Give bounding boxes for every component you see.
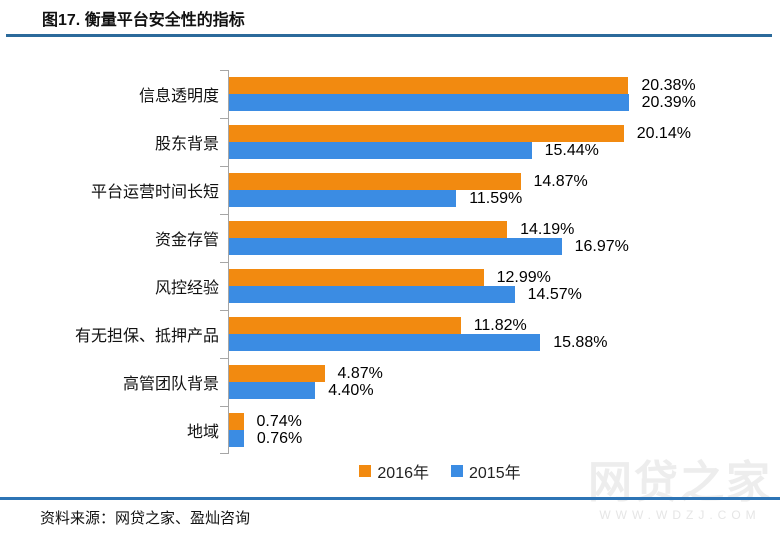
value-label-2016: 20.38% <box>641 77 696 94</box>
bar-group: 风控经验 12.99% 14.57% <box>155 262 769 310</box>
bar-line-2016: 20.38% <box>229 77 769 94</box>
value-label-2016: 20.14% <box>636 125 691 142</box>
bar-2015 <box>229 382 316 399</box>
bar-group: 资金存管 14.19% 16.97% <box>155 214 769 262</box>
value-label-2015: 0.76% <box>256 430 303 447</box>
bar-2016 <box>229 173 521 190</box>
value-label-2015: 11.59% <box>469 190 523 207</box>
bar-line-2015: 15.44% <box>229 142 769 159</box>
legend-swatch-2015-icon <box>451 465 463 477</box>
bar-line-2015: 16.97% <box>229 238 769 255</box>
bar-2015 <box>229 430 244 447</box>
value-label-2016: 14.87% <box>533 173 588 190</box>
bar-group: 平台运营时间长短 14.87% 11.59% <box>91 166 769 214</box>
value-label-2015: 15.44% <box>544 142 599 159</box>
bar-line-2015: 0.76% <box>229 430 769 447</box>
category-label: 风控经验 <box>154 280 219 297</box>
bar-line-2015: 15.88% <box>229 334 769 351</box>
legend: 2016年 2015年 <box>100 459 780 483</box>
category-label: 高管团队背景 <box>122 376 219 393</box>
bar-group: 信息透明度 20.38% 20.39% <box>139 70 769 118</box>
value-label-2016: 11.82% <box>473 317 527 334</box>
bar-2016 <box>229 413 244 430</box>
value-label-2015: 16.97% <box>574 238 629 255</box>
bar-line-2016: 14.19% <box>229 221 769 238</box>
category-label: 有无担保、抵押产品 <box>74 328 219 345</box>
bar-2016 <box>229 317 461 334</box>
bar-group: 地域 0.74% 0.76% <box>187 406 769 454</box>
value-label-2016: 14.19% <box>520 221 575 238</box>
source-note: 资料来源：网贷之家、盈灿咨询 <box>40 510 251 527</box>
value-label-2015: 20.39% <box>641 94 696 111</box>
bar-2016 <box>229 125 624 142</box>
bar-2015 <box>229 190 457 207</box>
bar-2015 <box>229 286 515 303</box>
watermark-url-text: WWW.WDZJ.COM <box>599 508 761 522</box>
value-label-2016: 0.74% <box>256 413 302 430</box>
legend-label-2016: 2016年 <box>377 465 429 482</box>
category-label: 地域 <box>186 424 219 441</box>
bar-line-2016: 4.87% <box>229 365 769 382</box>
value-label-2015: 14.57% <box>527 286 582 303</box>
bar-group: 高管团队背景 4.87% 4.40% <box>123 358 769 406</box>
category-label: 股东背景 <box>154 136 219 153</box>
bar-line-2015: 20.39% <box>229 94 769 111</box>
bar-line-2016: 12.99% <box>229 269 769 286</box>
legend-swatch-2016-icon <box>359 465 372 477</box>
bar-line-2016: 20.14% <box>229 125 769 142</box>
bar-group: 有无担保、抵押产品 11.82% 15.88% <box>75 310 769 358</box>
bar-2015 <box>229 334 541 351</box>
bar-2016 <box>229 221 508 238</box>
bar-line-2016: 11.82% <box>229 317 769 334</box>
bar-2015 <box>229 238 562 255</box>
bar-2015 <box>229 94 629 111</box>
bar-2016 <box>229 365 325 382</box>
bar-group: 股东背景 20.14% 15.44% <box>155 118 769 166</box>
chart-title: 图17. 衡量平台安全性的指标 <box>42 12 245 29</box>
bar-line-2015: 14.57% <box>229 286 769 303</box>
bar-2015 <box>229 142 532 159</box>
value-label-2016: 12.99% <box>496 269 551 286</box>
bar-line-2016: 0.74% <box>229 413 769 430</box>
bar-2016 <box>229 269 484 286</box>
bar-line-2016: 14.87% <box>229 173 769 190</box>
value-label-2016: 4.87% <box>337 365 383 382</box>
value-label-2015: 15.88% <box>553 334 608 351</box>
bar-line-2015: 11.59% <box>229 190 769 207</box>
value-label-2015: 4.40% <box>328 382 374 399</box>
category-label: 平台运营时间长短 <box>90 184 219 201</box>
plot-area: 信息透明度 20.38% 20.39% 股东背景 20.14% 15.44% 平台运营时间长… <box>75 70 769 454</box>
bar-2016 <box>229 77 629 94</box>
bar-line-2015: 4.40% <box>229 382 769 399</box>
top-divider <box>6 34 772 37</box>
bottom-divider <box>0 497 780 500</box>
legend-label-2015: 2015年 <box>469 465 521 482</box>
legend-item-2015: 2015年 <box>451 459 521 483</box>
legend-item-2016: 2016年 <box>359 459 429 483</box>
category-label: 信息透明度 <box>138 88 219 105</box>
category-label: 资金存管 <box>154 232 219 249</box>
